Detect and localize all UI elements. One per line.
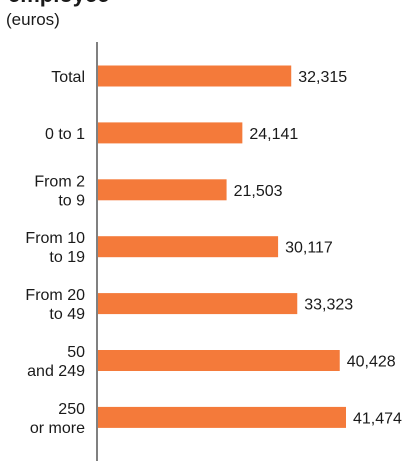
- bar-1: [98, 122, 243, 144]
- chart-title: employee: [8, 0, 110, 8]
- category-label-4-line-1: to 49: [49, 306, 85, 323]
- value-label-1: 24,141: [249, 126, 298, 143]
- bar-2: [98, 179, 227, 201]
- category-label-1-line-0: 0 to 1: [45, 126, 85, 143]
- category-label-0-line-0: Total: [51, 69, 85, 86]
- value-label-2: 21,503: [234, 183, 283, 200]
- value-label-3: 30,117: [285, 240, 333, 257]
- category-label-5: 50 and 249: [27, 344, 85, 380]
- bar-6: [98, 406, 346, 428]
- category-label-6-line-1: or more: [30, 420, 85, 437]
- category-label-5-line-0: 50: [67, 344, 85, 361]
- category-label-6-line-0: 250: [58, 401, 85, 418]
- value-label-0: 32,315: [298, 69, 347, 86]
- unit-label: (euros): [6, 10, 60, 29]
- bars-group: [98, 65, 346, 428]
- category-label-5-line-1: and 249: [27, 363, 85, 380]
- category-label-4-line-0: From 20: [25, 287, 85, 304]
- value-label-6: 41,474: [353, 410, 402, 427]
- value-labels-group: 32,315 24,141 21,503 30,117 33,323 40,428 41,4…: [234, 69, 402, 427]
- bar-5: [98, 350, 340, 371]
- bar-4: [98, 293, 298, 315]
- value-label-4: 33,323: [304, 297, 353, 314]
- category-label-2-line-1: to 9: [58, 192, 85, 209]
- value-label-5: 40,428: [347, 354, 396, 371]
- category-label-2: From 2 to 9: [34, 173, 85, 209]
- category-label-3-line-1: to 19: [49, 249, 85, 266]
- bar-0: [98, 65, 292, 87]
- category-label-3-line-0: From 10: [25, 230, 85, 247]
- category-label-6: 250 or more: [30, 401, 85, 437]
- category-label-0: Total: [51, 69, 85, 86]
- category-labels-group: Total 0 to 1 From 2 to 9 From 10 to 19 From 20…: [25, 69, 85, 437]
- category-label-4: From 20 to 49: [25, 287, 85, 323]
- chart-title-clip: employee: [0, 0, 412, 8]
- category-label-2-line-0: From 2: [34, 173, 85, 190]
- category-label-1: 0 to 1: [45, 126, 85, 143]
- category-label-3: From 10 to 19: [25, 230, 85, 266]
- bar-3: [98, 236, 279, 258]
